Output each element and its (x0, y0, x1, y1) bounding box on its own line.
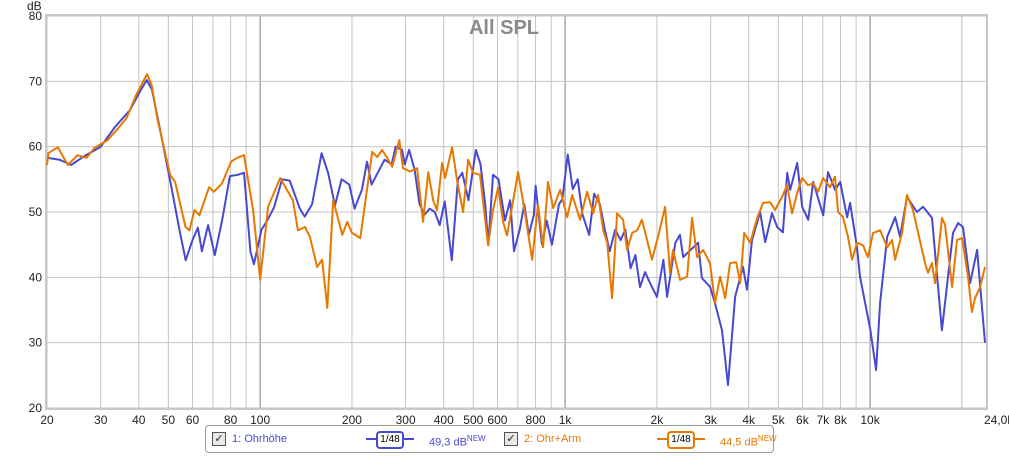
legend-label-1: 1: Ohrhöhe (232, 433, 288, 445)
y-tick-label: 50 (29, 205, 43, 219)
y-tick-label: 80 (29, 9, 43, 23)
x-tick-label: 100 (250, 413, 270, 427)
x-tick-label: 2k (651, 413, 665, 427)
x-tick-label: 24,0kHz (984, 413, 1009, 427)
x-axis-labels: 20 30 40 50 60 80 100 200 300 400 500 600 800 1k 2k 3k 4… (40, 413, 1009, 427)
series-group (46, 73, 986, 387)
y-tick-label: 20 (29, 401, 43, 415)
x-tick-label: 600 (487, 413, 507, 427)
level-value-1: 49,3 dB (429, 436, 467, 449)
x-tick-label: 200 (342, 413, 362, 427)
x-tick-label: 8k (834, 413, 848, 427)
level-value-2: 44,5 dB (720, 436, 758, 449)
smoothing-button-1[interactable]: 1/48 (376, 431, 404, 449)
y-tick-label: 70 (29, 74, 43, 88)
new-badge-2: NEW (757, 434, 777, 443)
x-tick-label: 60 (186, 413, 200, 427)
legend: ✓ 1: Ohrhöhe 1/48 49,3 dBNEW ✓ 2: Ohr+Ar… (205, 425, 777, 453)
x-tick-label: 80 (224, 413, 238, 427)
legend-label-2: 2: Ohr+Arm (524, 433, 582, 445)
series-line-1 (46, 79, 986, 387)
plot-frame (45, 14, 988, 410)
grid (46, 15, 986, 409)
x-tick-label: 30 (94, 413, 108, 427)
x-tick-label: 500 (463, 413, 483, 427)
x-tick-label: 50 (162, 413, 176, 427)
y-axis-unit: dB (27, 0, 42, 13)
x-tick-label: 20 (40, 413, 54, 427)
y-tick-label: 30 (29, 336, 43, 350)
y-tick-label: 40 (29, 270, 43, 284)
y-axis-labels: 20 30 40 50 60 70 80 (29, 9, 43, 415)
y-tick-label: 60 (29, 140, 43, 154)
legend-level-1: 49,3 dBNEW (429, 426, 486, 452)
series-line-2 (46, 73, 986, 313)
legend-level-2: 44,5 dBNEW (720, 426, 777, 452)
x-tick-label: 7k (816, 413, 830, 427)
x-tick-label: 4k (742, 413, 756, 427)
chart-title: All SPL (469, 17, 539, 39)
x-tick-label: 800 (526, 413, 546, 427)
x-tick-label: 40 (132, 413, 146, 427)
x-tick-label: 300 (396, 413, 416, 427)
x-tick-label: 3k (704, 413, 718, 427)
x-tick-label: 1k (559, 413, 573, 427)
legend-checkbox-1[interactable]: ✓ (212, 432, 226, 446)
legend-checkbox-2[interactable]: ✓ (504, 432, 518, 446)
smoothing-button-2[interactable]: 1/48 (667, 431, 695, 449)
new-badge-1: NEW (466, 434, 486, 443)
x-tick-label: 10k (860, 413, 880, 427)
x-tick-label: 6k (796, 413, 810, 427)
x-tick-label: 5k (772, 413, 786, 427)
x-tick-label: 400 (434, 413, 454, 427)
